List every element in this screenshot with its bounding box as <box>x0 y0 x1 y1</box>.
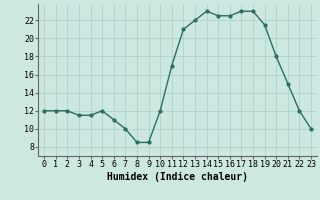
X-axis label: Humidex (Indice chaleur): Humidex (Indice chaleur) <box>107 172 248 182</box>
